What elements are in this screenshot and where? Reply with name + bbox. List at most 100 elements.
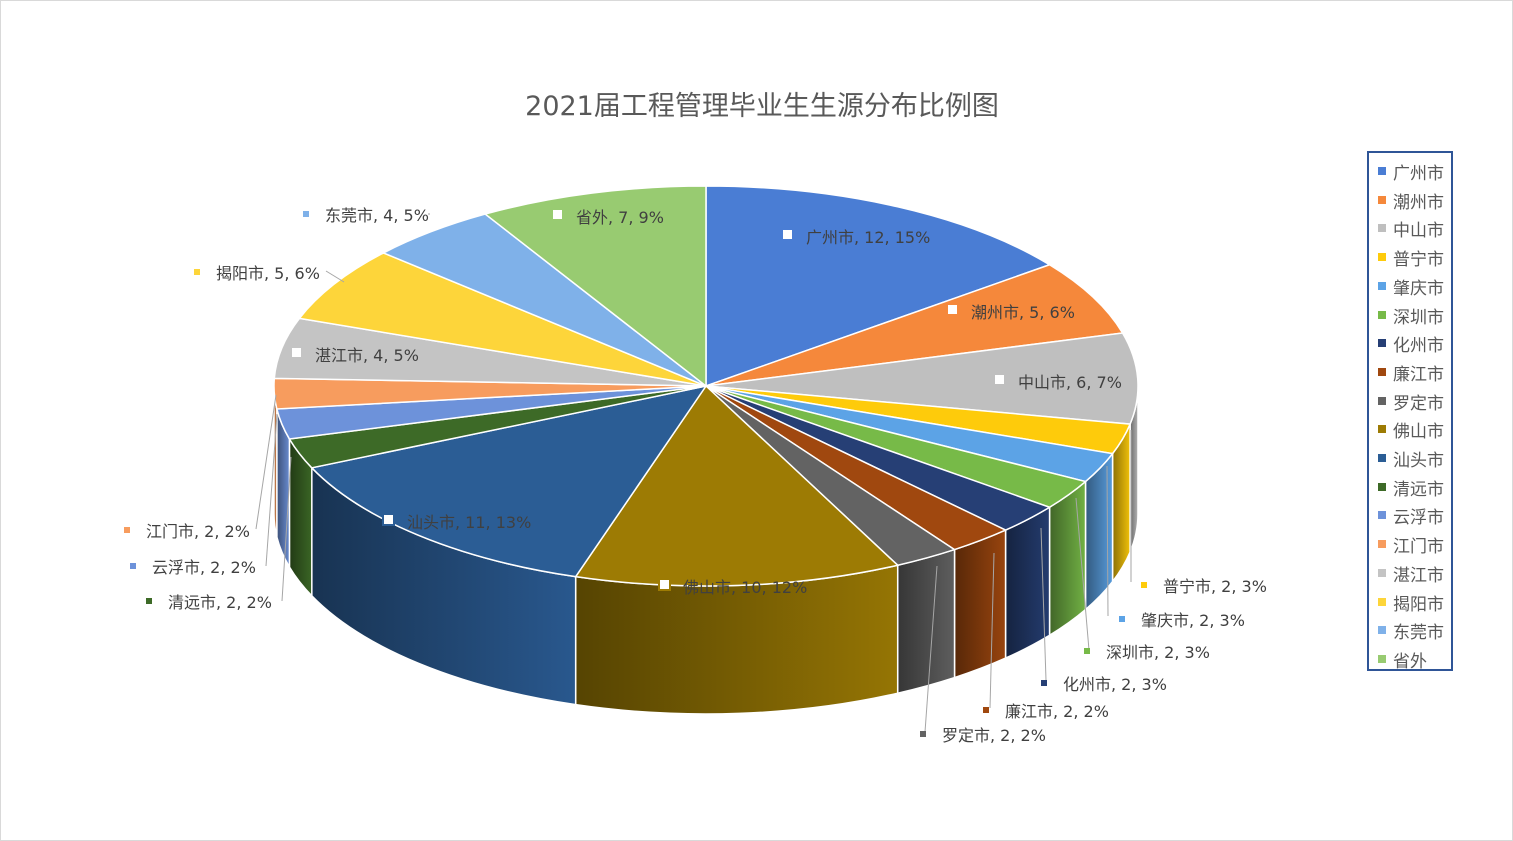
legend-label: 揭阳市 [1393, 594, 1444, 615]
legend-swatch [1378, 253, 1386, 262]
label-marker [993, 373, 1006, 386]
leader-line [1040, 527, 1047, 681]
legend-label: 东莞市 [1393, 623, 1444, 644]
data-label: 省外, 7, 9% [576, 208, 664, 227]
legend-swatch [1378, 511, 1386, 520]
legend-label: 肇庆市 [1393, 278, 1444, 299]
data-labels: 广州市, 12, 15% 潮州市, 5, 6% 中山市, 6, 7% 普宁市, 2, … [124, 206, 1267, 745]
data-label: 佛山市, 10, 12% [683, 578, 807, 597]
legend-item[interactable]: 佛山市 [1369, 414, 1455, 442]
legend-item[interactable]: 揭阳市 [1369, 587, 1455, 615]
legend-swatch [1378, 540, 1386, 549]
legend-item[interactable]: 化州市 [1369, 328, 1455, 356]
legend-item[interactable]: 肇庆市 [1369, 271, 1455, 299]
legend-label: 中山市 [1393, 221, 1444, 242]
legend-label: 云浮市 [1393, 508, 1444, 529]
data-label: 揭阳市, 5, 6% [216, 264, 320, 283]
pie-side-8 [896, 548, 956, 695]
label-marker [290, 346, 303, 359]
pie-slice[interactable] [298, 252, 707, 387]
legend-swatch [1378, 367, 1386, 376]
leader-line [989, 552, 995, 709]
legend-swatch [1378, 454, 1386, 462]
legend-label: 罗定市 [1393, 393, 1444, 414]
leader-line [1106, 465, 1109, 617]
legend-swatch [1378, 626, 1386, 635]
label-marker [781, 228, 794, 241]
legend-swatch [1378, 339, 1386, 348]
label-marker [983, 707, 989, 713]
legend-label: 汕头市 [1393, 451, 1444, 471]
pie-slice[interactable] [574, 384, 900, 587]
label-marker [124, 527, 130, 533]
label-marker [1041, 680, 1047, 686]
legend-swatch [1378, 654, 1386, 663]
data-label: 潮州市, 5, 6% [971, 303, 1075, 322]
leader-line [281, 456, 292, 602]
legend-label: 清远市 [1393, 479, 1444, 500]
legend-label: 潮州市 [1393, 192, 1444, 213]
label-marker [303, 211, 309, 217]
legend-label: 普宁市 [1393, 250, 1444, 271]
legend-label: 江门市 [1393, 537, 1444, 558]
legend: 广州市潮州市中山市普宁市肇庆市深圳市 化州市廉江市罗定市佛山市汕头市清远市云浮市江… [1367, 151, 1455, 672]
pie-slice[interactable] [310, 384, 708, 578]
legend-item[interactable]: 广州市 [1369, 156, 1455, 184]
legend-item[interactable]: 江门市 [1369, 529, 1455, 557]
legend-label: 廉江市 [1393, 364, 1444, 385]
legend-item[interactable]: 潮州市 [1369, 185, 1455, 213]
legend-swatch [1378, 167, 1386, 175]
data-label: 化州市, 2, 3% [1063, 675, 1167, 694]
legend-swatch [1378, 425, 1386, 434]
data-label: 罗定市, 2, 2% [942, 726, 1046, 745]
legend-item[interactable]: 深圳市 [1369, 300, 1455, 328]
legend-swatch [1378, 597, 1386, 606]
pie-slice[interactable] [705, 263, 1124, 387]
leader-line [924, 565, 938, 733]
legend-item[interactable]: 云浮市 [1369, 500, 1455, 528]
leader-line [1075, 497, 1090, 651]
label-marker [920, 731, 926, 737]
pie-slice[interactable] [483, 185, 707, 388]
data-label: 肇庆市, 2, 3% [1141, 611, 1245, 630]
legend-swatch [1378, 310, 1386, 319]
legend-item[interactable]: 湛江市 [1369, 558, 1455, 586]
data-label: 湛江市, 4, 5% [315, 346, 419, 365]
legend-item[interactable]: 汕头市 [1369, 443, 1455, 471]
label-marker [658, 578, 671, 591]
data-label: 汕头市, 11, 13% [407, 513, 531, 532]
legend-item[interactable]: 廉江市 [1369, 357, 1455, 385]
legend-item[interactable]: 省外 [1369, 644, 1455, 672]
leader-line [265, 413, 278, 567]
label-marker [194, 269, 200, 275]
pie-slice[interactable] [705, 332, 1139, 425]
legend-swatch [1378, 396, 1386, 405]
legend-label: 佛山市 [1393, 422, 1444, 443]
label-marker [130, 563, 136, 569]
data-label: 中山市, 6, 7% [1018, 373, 1122, 392]
label-marker [946, 303, 959, 316]
chart-title: 2021届工程管理毕业生生源分布比例图 [525, 91, 999, 122]
label-marker [1084, 648, 1090, 654]
data-label: 普宁市, 2, 3% [1163, 577, 1267, 596]
legend-label: 深圳市 [1393, 307, 1444, 328]
legend-item[interactable]: 中山市 [1369, 213, 1455, 241]
legend-item[interactable]: 罗定市 [1369, 386, 1455, 414]
legend-label: 省外 [1393, 651, 1427, 672]
leader-line [255, 394, 277, 530]
data-label: 清远市, 2, 2% [168, 593, 272, 612]
legend-item[interactable]: 东莞市 [1369, 615, 1455, 643]
pie-side-walls [273, 385, 1139, 715]
legend-swatch [1378, 281, 1386, 290]
legend-swatch [1378, 224, 1386, 233]
legend-item[interactable]: 清远市 [1369, 472, 1455, 500]
pie-side-7 [953, 528, 1007, 679]
legend-label: 湛江市 [1393, 565, 1444, 586]
legend-item[interactable]: 普宁市 [1369, 242, 1455, 270]
legend-swatch [1378, 482, 1386, 491]
label-marker [382, 513, 395, 526]
data-label: 广州市, 12, 15% [806, 228, 930, 247]
label-marker [1141, 582, 1147, 588]
legend-label: 广州市 [1393, 164, 1444, 184]
